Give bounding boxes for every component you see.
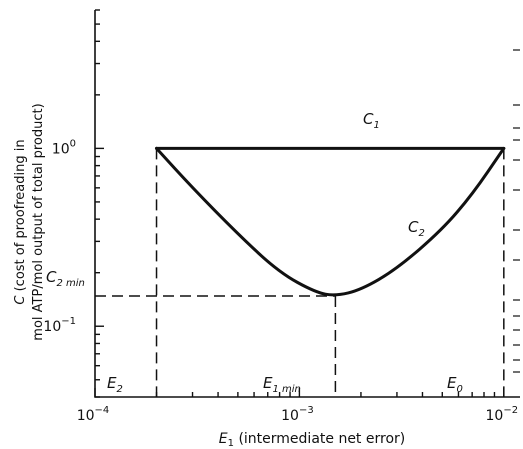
- series-lines: [155, 146, 506, 297]
- x-tick-label-1: 10−3: [281, 405, 314, 424]
- y-tick-label-1-base: 10: [43, 319, 61, 335]
- c2-min-main: C: [46, 268, 57, 286]
- x-tick-label-2: 10−2: [486, 405, 519, 424]
- right-edge-ticks: [513, 49, 520, 373]
- y-tick-label-0-base: 10: [52, 141, 70, 157]
- c2-min-sub: 2 min: [56, 278, 84, 289]
- e0-main: E: [447, 374, 457, 392]
- y-tick-label-0: 100: [52, 138, 76, 157]
- x-tick-label-2-exp: −2: [503, 405, 518, 416]
- y-tick-label-1-exp: −1: [61, 316, 76, 327]
- y-tick-label-1: 10−1: [43, 316, 76, 335]
- x-tick-label-1-base: 10: [281, 408, 299, 424]
- e1-min-sub: 1 min: [272, 384, 300, 395]
- y-axis-label-line1: C (cost of proofreading in: [13, 139, 28, 304]
- e2-sub: 2: [116, 384, 122, 395]
- series-line-c2: [155, 146, 506, 297]
- curve-label-c1-main: C: [363, 110, 374, 128]
- curve-label-c2-sub: 2: [418, 228, 424, 239]
- x-axis-label-main: E: [219, 431, 228, 447]
- x-tick-label-1-exp: −3: [299, 405, 314, 416]
- curve-label-c2: C2: [408, 218, 425, 239]
- y-tick-label-0-exp: 0: [70, 138, 76, 149]
- e0-sub: 0: [456, 384, 462, 395]
- y-axis-label-line2: mol ATP/mol output of total product): [31, 103, 46, 340]
- x-tick-label-0-exp: −4: [95, 405, 110, 416]
- e1-min-main: E: [263, 374, 273, 392]
- c2-min-label: C2 min: [46, 268, 85, 289]
- e2-label: E2: [107, 374, 123, 395]
- y-axis-label-line1-main: C: [13, 295, 28, 305]
- curve-label-c1: C1: [363, 110, 380, 131]
- x-tick-label-0: 10−4: [77, 405, 110, 424]
- e2-main: E: [107, 374, 117, 392]
- x-tick-label-2-base: 10: [486, 408, 504, 424]
- e1-min-label: E1 min: [263, 374, 301, 395]
- guide-lines: [95, 148, 505, 397]
- y-axis-label-line1-rest: (cost of proofreading in: [13, 139, 28, 295]
- axis-ticks: [94, 9, 505, 398]
- e0-label: E0: [447, 374, 463, 395]
- curve-label-c2-main: C: [408, 218, 419, 236]
- curve-label-c1-sub: 1: [373, 120, 379, 131]
- x-axis-label: E1 (intermediate net error): [219, 431, 405, 449]
- x-axis-label-sub: 1: [228, 438, 234, 449]
- x-tick-label-0-base: 10: [77, 408, 95, 424]
- x-axis-label-rest: (intermediate net error): [234, 431, 405, 447]
- plot-frame: [94, 10, 520, 398]
